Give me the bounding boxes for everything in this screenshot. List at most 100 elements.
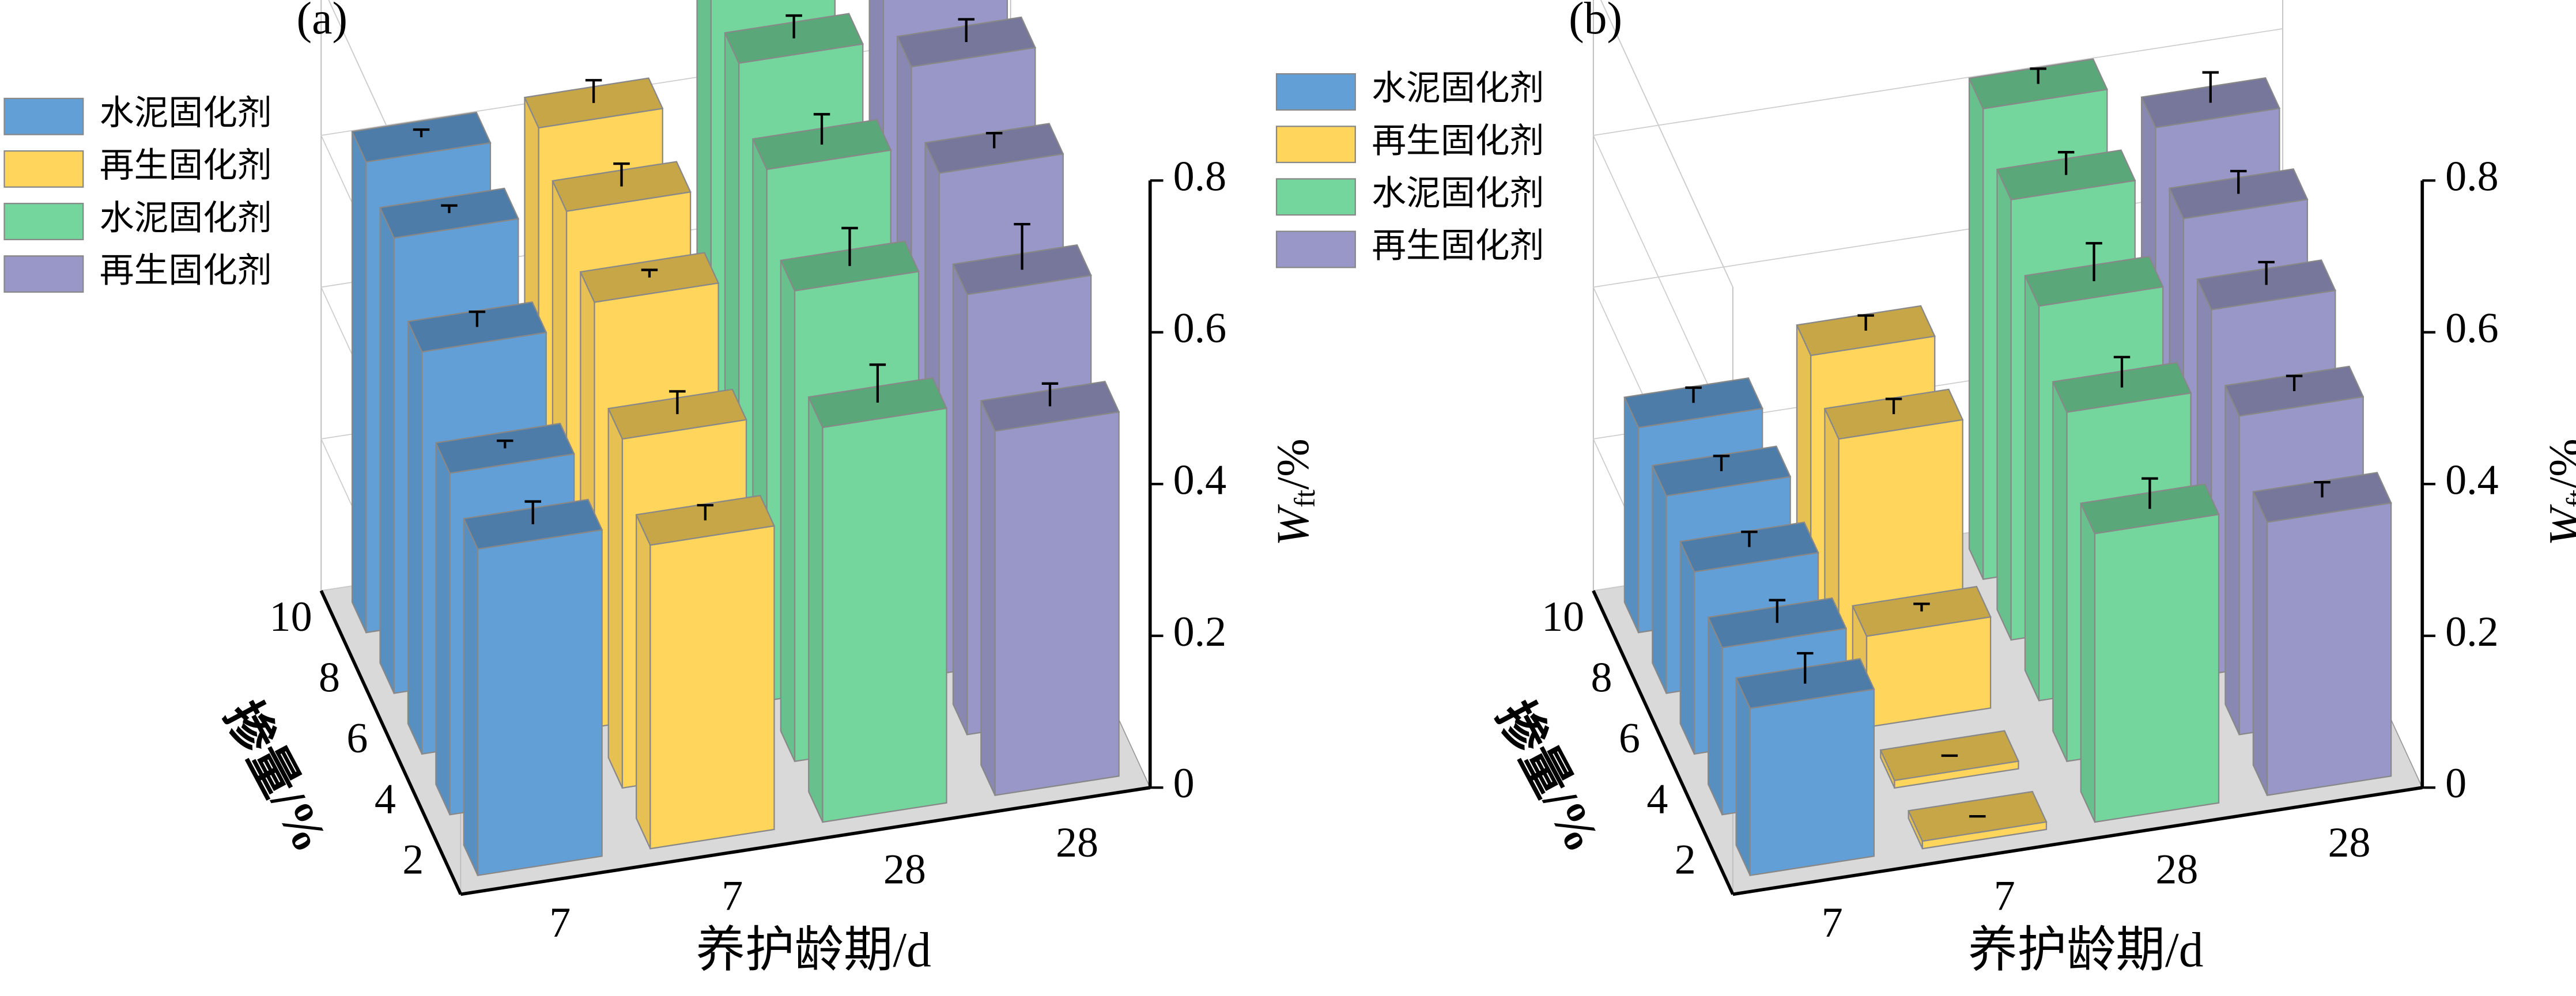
x-tick-label: 7	[1822, 899, 1843, 946]
z-tick-label: 0	[1173, 760, 1195, 807]
bar-left-face	[2252, 491, 2268, 796]
x-axis-title: 养护龄期/d	[696, 923, 931, 977]
z-title-unit: /%	[2540, 438, 2576, 490]
y-tick-label: 2	[1675, 836, 1696, 884]
bar-top-face	[1679, 521, 1819, 573]
error-bar	[1014, 223, 1030, 270]
bar-left-face	[435, 442, 451, 815]
bar-left-face	[2224, 385, 2240, 735]
error-bar	[441, 204, 458, 213]
error-bar	[1713, 455, 1730, 471]
legend-swatch	[1275, 230, 1356, 268]
bar-left-face	[407, 321, 423, 755]
error-bar	[641, 268, 658, 278]
y-axis	[319, 590, 462, 895]
z-tick-label: 0.2	[1173, 608, 1227, 656]
bar	[980, 381, 1120, 796]
z-title-main: W	[1268, 504, 1319, 546]
y-tick-label: 6	[1619, 715, 1640, 762]
bar-top-face	[379, 187, 520, 239]
error-bar	[2258, 260, 2275, 285]
bar-left-face	[952, 264, 968, 735]
error-bar	[585, 79, 602, 103]
bar-left-face	[607, 408, 624, 789]
bar-front-face	[822, 407, 947, 823]
z-tick-label: 0.6	[2445, 305, 2499, 352]
bar-top-face	[924, 123, 1064, 174]
bar-left-face	[2052, 381, 2068, 762]
bar-left-face	[1735, 677, 1751, 876]
error-bar	[413, 128, 430, 138]
error-bar	[958, 18, 975, 42]
bar	[807, 377, 948, 823]
panel: 00.20.40.60.8Wft/%养护龄期/d掺量/%(b)772828246…	[1275, 0, 2576, 977]
y-tick-label: 10	[270, 593, 312, 641]
legend-label: 水泥固化剂	[1372, 69, 1544, 107]
x-tick-label: 28	[883, 846, 926, 893]
bar-top-face	[607, 388, 747, 440]
bar-left-face	[808, 396, 824, 823]
bar-left-face	[2024, 275, 2040, 701]
error-bar	[1913, 603, 1930, 612]
bar-front-face	[2094, 513, 2220, 823]
y-tick-label: 10	[1542, 593, 1584, 641]
legend-swatch	[3, 255, 84, 293]
error-bar	[1797, 652, 1814, 684]
error-bar	[469, 310, 486, 327]
error-bar	[2030, 67, 2046, 84]
legend-label: 水泥固化剂	[100, 94, 272, 132]
error-bar	[2086, 242, 2102, 282]
z-tick-label: 0.8	[1173, 153, 1227, 200]
error-bar	[869, 363, 886, 403]
legend-label: 水泥固化剂	[1372, 175, 1544, 213]
bar-left-face	[780, 260, 796, 762]
bar-left-face	[463, 518, 479, 876]
error-bar	[785, 14, 802, 39]
error-bar	[1769, 599, 1786, 623]
error-bar	[2286, 374, 2303, 391]
x-axis	[1732, 786, 2423, 896]
legend-label: 再生固化剂	[100, 251, 272, 289]
error-bar	[985, 131, 1003, 149]
legend-label: 再生固化剂	[1372, 227, 1544, 265]
x-tick-label: 28	[2155, 846, 2198, 893]
bar	[2252, 472, 2392, 796]
z-title-sub: ft	[2560, 490, 2576, 508]
bar-top-face	[2024, 255, 2164, 307]
error-bar	[1885, 397, 1902, 414]
z-axis-title: Wft/%	[1268, 438, 1321, 546]
legend-swatch	[3, 150, 84, 188]
bar	[635, 494, 776, 850]
y-tick-label: 8	[1591, 654, 1612, 702]
error-bar	[524, 500, 541, 525]
error-bar	[669, 390, 686, 414]
bar-top-face	[952, 244, 1092, 296]
legend-label: 再生固化剂	[1372, 122, 1544, 160]
x-axis	[460, 786, 1151, 896]
bar	[2080, 483, 2220, 823]
bar-left-face	[2080, 503, 2096, 823]
z-title-unit: /%	[1268, 438, 1319, 490]
y-tick-label: 6	[346, 715, 368, 762]
legend-label: 再生固化剂	[100, 146, 272, 184]
error-bar	[1685, 386, 1702, 403]
z-axis-title: Wft/%	[2540, 438, 2576, 546]
legend-swatch	[1275, 178, 1356, 216]
bar-left-face	[1996, 169, 2012, 641]
bar-front-face	[649, 525, 775, 850]
y-axis-title: 掺量/%	[1487, 693, 1610, 861]
x-tick-label: 7	[722, 873, 743, 920]
y-tick-label: 4	[1646, 775, 1668, 823]
y-tick-label: 2	[402, 836, 424, 884]
bar-top-face	[1823, 388, 1964, 440]
bar-left-face	[1623, 397, 1640, 633]
bar-left-face	[1652, 465, 1667, 694]
bar-left-face	[1679, 541, 1695, 755]
error-bar	[1857, 314, 1874, 331]
error-bar	[2113, 355, 2131, 388]
error-bar	[1041, 382, 1059, 407]
error-bar	[2314, 480, 2331, 498]
grid-line	[1600, 0, 1733, 287]
bar-left-face	[379, 207, 395, 694]
